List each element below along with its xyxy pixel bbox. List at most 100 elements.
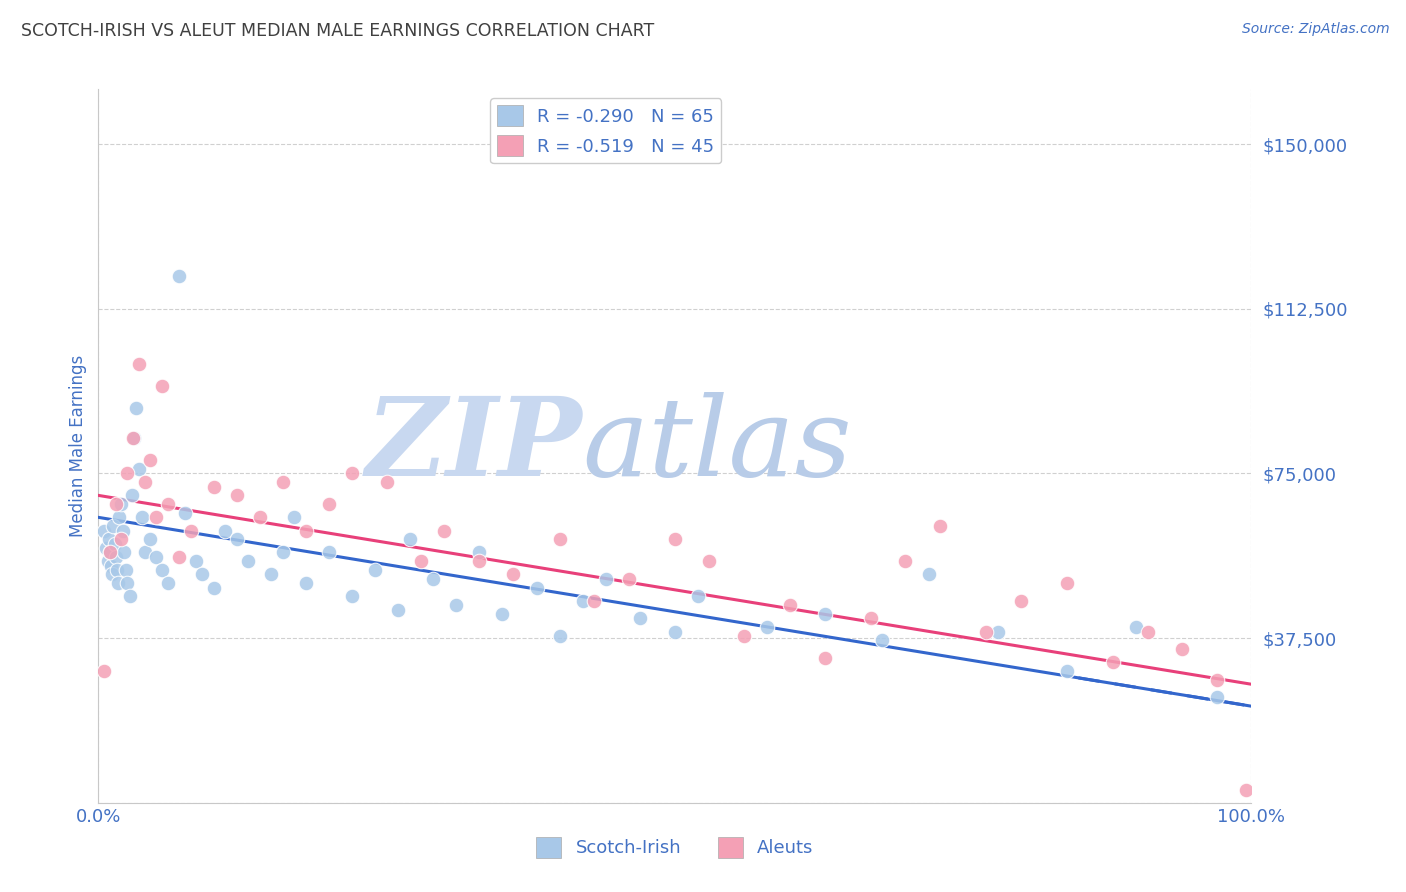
Point — [202, 480, 225, 494]
Point — [1010, 594, 1032, 608]
Point — [444, 598, 467, 612]
Point — [93, 524, 115, 538]
Point — [1136, 624, 1159, 639]
Point — [97, 533, 120, 547]
Point — [260, 567, 283, 582]
Point — [271, 545, 294, 559]
Point — [491, 607, 513, 621]
Point — [238, 554, 260, 568]
Point — [117, 576, 139, 591]
Legend: Scotch-Irish, Aleuts: Scotch-Irish, Aleuts — [529, 830, 821, 865]
Point — [145, 549, 167, 564]
Point — [128, 462, 150, 476]
Point — [283, 510, 305, 524]
Point — [1234, 782, 1257, 797]
Text: SCOTCH-IRISH VS ALEUT MEDIAN MALE EARNINGS CORRELATION CHART: SCOTCH-IRISH VS ALEUT MEDIAN MALE EARNIN… — [21, 22, 654, 40]
Point — [104, 549, 127, 564]
Point — [974, 624, 997, 639]
Point — [97, 554, 120, 568]
Point — [987, 624, 1010, 639]
Point — [617, 572, 640, 586]
Point — [98, 545, 121, 559]
Point — [121, 488, 143, 502]
Point — [174, 506, 197, 520]
Point — [111, 524, 134, 538]
Point — [122, 431, 145, 445]
Point — [571, 594, 593, 608]
Point — [548, 629, 571, 643]
Point — [214, 524, 236, 538]
Point — [699, 554, 721, 568]
Point — [108, 510, 131, 524]
Point — [104, 497, 127, 511]
Point — [295, 524, 318, 538]
Point — [180, 524, 202, 538]
Point — [150, 563, 173, 577]
Point — [105, 563, 128, 577]
Point — [664, 533, 686, 547]
Point — [398, 533, 420, 547]
Point — [139, 533, 162, 547]
Point — [1205, 673, 1227, 687]
Point — [502, 567, 524, 582]
Point — [433, 524, 456, 538]
Point — [340, 467, 363, 481]
Point — [96, 541, 118, 555]
Point — [468, 554, 491, 568]
Point — [917, 567, 939, 582]
Point — [733, 629, 755, 643]
Point — [929, 519, 952, 533]
Point — [628, 611, 651, 625]
Point — [101, 567, 124, 582]
Point — [117, 467, 139, 481]
Point — [1102, 655, 1125, 669]
Point — [340, 590, 363, 604]
Point — [107, 576, 129, 591]
Point — [103, 519, 125, 533]
Text: atlas: atlas — [582, 392, 852, 500]
Point — [249, 510, 271, 524]
Text: Source: ZipAtlas.com: Source: ZipAtlas.com — [1241, 22, 1389, 37]
Point — [318, 545, 340, 559]
Point — [167, 268, 190, 283]
Point — [110, 533, 132, 547]
Point — [468, 545, 491, 559]
Point — [1171, 642, 1194, 657]
Point — [387, 602, 409, 616]
Point — [134, 545, 156, 559]
Point — [411, 554, 433, 568]
Point — [859, 611, 882, 625]
Point — [186, 554, 208, 568]
Point — [167, 549, 190, 564]
Point — [150, 378, 173, 392]
Point — [131, 510, 153, 524]
Point — [872, 633, 894, 648]
Point — [894, 554, 917, 568]
Point — [112, 545, 135, 559]
Point — [103, 537, 125, 551]
Point — [1056, 576, 1078, 591]
Point — [364, 563, 387, 577]
Point — [128, 357, 150, 371]
Point — [191, 567, 214, 582]
Point — [1125, 620, 1147, 634]
Point — [422, 572, 444, 586]
Point — [225, 488, 247, 502]
Point — [100, 558, 122, 573]
Point — [145, 510, 167, 524]
Y-axis label: Median Male Earnings: Median Male Earnings — [69, 355, 87, 537]
Point — [134, 475, 156, 490]
Point — [295, 576, 318, 591]
Point — [110, 497, 132, 511]
Point — [93, 664, 115, 678]
Point — [156, 497, 179, 511]
Point — [125, 401, 148, 415]
Point — [526, 581, 548, 595]
Point — [1056, 664, 1078, 678]
Point — [271, 475, 294, 490]
Point — [548, 533, 571, 547]
Point — [814, 651, 837, 665]
Point — [115, 563, 138, 577]
Point — [686, 590, 709, 604]
Point — [595, 572, 617, 586]
